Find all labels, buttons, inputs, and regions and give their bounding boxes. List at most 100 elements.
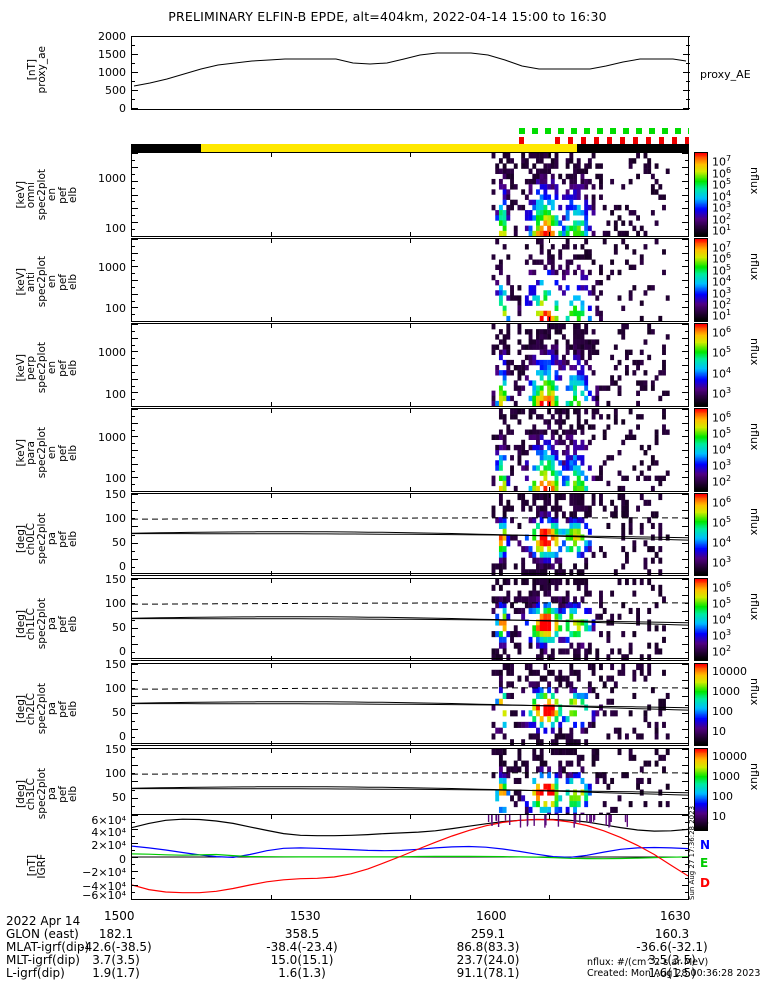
spec-cell xyxy=(554,385,559,391)
spec-cell xyxy=(606,385,611,391)
spec-cell xyxy=(536,557,540,564)
spec-cell xyxy=(576,254,581,260)
panel-ticks xyxy=(132,239,688,321)
spec-cell xyxy=(554,324,559,330)
spec-cell xyxy=(558,772,563,779)
spec-cell xyxy=(650,485,655,491)
spec-cell xyxy=(584,184,589,190)
spec-cell xyxy=(536,607,540,615)
colorbar-step xyxy=(695,267,707,270)
spec-cell xyxy=(506,631,511,638)
spec-cell xyxy=(521,505,526,512)
colorbar-step xyxy=(695,304,707,307)
spec-cell xyxy=(621,220,626,226)
colorbar-step xyxy=(695,634,707,637)
spec-cell xyxy=(632,631,637,638)
spec-cell xyxy=(554,370,559,376)
spec-cell xyxy=(524,806,529,813)
marker-red xyxy=(555,137,560,144)
spec-cell xyxy=(565,210,570,216)
spec-cell xyxy=(502,648,507,655)
colorbar-step xyxy=(695,545,707,548)
colorbar-step xyxy=(695,597,707,600)
colorbar-step xyxy=(695,241,707,244)
spec-cell xyxy=(587,354,592,361)
spec-cell xyxy=(565,285,570,291)
spec-cell xyxy=(495,596,500,603)
bottom-cell: 86.8(83.3) xyxy=(456,940,520,954)
spec-cell xyxy=(621,499,626,506)
spec-cell xyxy=(561,528,566,535)
colorbar-step xyxy=(695,370,707,373)
spec-cell xyxy=(536,465,540,471)
spec-cell xyxy=(584,584,589,591)
spec-cell xyxy=(639,522,644,530)
spec-cell xyxy=(628,163,633,169)
spec-cell xyxy=(639,664,644,671)
spec-cell xyxy=(584,540,589,547)
spec-cell xyxy=(554,220,559,226)
spike xyxy=(574,815,576,822)
spec-cell xyxy=(543,760,548,767)
spec-cell xyxy=(539,444,544,451)
spec-cell xyxy=(521,499,526,506)
spec-cell xyxy=(506,669,511,676)
colorbar-step xyxy=(695,188,707,192)
spec-cell xyxy=(639,349,644,356)
colorbar-step xyxy=(695,409,707,412)
loss-cone-lines xyxy=(132,517,688,541)
colorbar-tick: 106 xyxy=(712,325,732,340)
spec-cell xyxy=(521,444,526,451)
ylabel-line: elb xyxy=(67,359,79,377)
colorbar-step xyxy=(695,198,707,201)
colorbar-step xyxy=(695,365,707,368)
spec-cell xyxy=(532,733,537,740)
spike xyxy=(491,815,493,826)
spec-cell xyxy=(643,675,648,682)
spec-cell xyxy=(498,494,503,501)
spec-cell xyxy=(498,596,503,603)
ytick: 100 xyxy=(105,597,126,610)
colorbar-step xyxy=(695,459,707,462)
spec-cell xyxy=(610,710,615,717)
spec-cell xyxy=(502,485,507,491)
spike xyxy=(593,815,596,820)
spec-cell xyxy=(498,429,503,435)
spec-cell xyxy=(498,414,503,420)
spec-cell xyxy=(565,339,570,345)
colorbar-tick: 102 xyxy=(712,296,732,312)
spec-cell xyxy=(547,210,552,216)
spec-cell xyxy=(498,300,503,306)
spec-cell xyxy=(569,727,574,734)
spec-cell xyxy=(561,439,566,446)
spec-cell xyxy=(595,395,600,402)
spec-cell xyxy=(595,475,600,482)
colorbar-step xyxy=(695,508,707,511)
spec-cell xyxy=(569,664,574,671)
spec-cell xyxy=(554,625,559,632)
status-bar xyxy=(131,144,689,152)
spec-cell xyxy=(613,419,618,425)
spec-cell xyxy=(647,669,652,676)
spec-cell xyxy=(543,370,548,376)
colorbar-step xyxy=(695,432,707,435)
colorbar-step xyxy=(695,443,707,446)
colorbar-en-perp xyxy=(694,323,708,407)
spec-cell xyxy=(506,254,511,260)
spec-cell xyxy=(495,434,500,441)
marker-red xyxy=(568,137,573,144)
spec-cell xyxy=(580,551,585,558)
spec-cell xyxy=(502,528,507,535)
spec-cell xyxy=(502,419,507,425)
spec-cell xyxy=(498,339,503,345)
spec-cell xyxy=(554,675,559,682)
spec-cell xyxy=(547,716,552,723)
colorbar-step xyxy=(695,377,707,380)
spec-cell xyxy=(506,315,511,321)
spec-cell xyxy=(513,485,518,491)
spec-cell xyxy=(554,189,559,195)
spec-cell xyxy=(565,590,570,597)
spec-cell xyxy=(558,749,563,756)
bottom-cell: -38.4(-23.4) xyxy=(266,940,338,954)
spec-cell xyxy=(554,607,559,615)
